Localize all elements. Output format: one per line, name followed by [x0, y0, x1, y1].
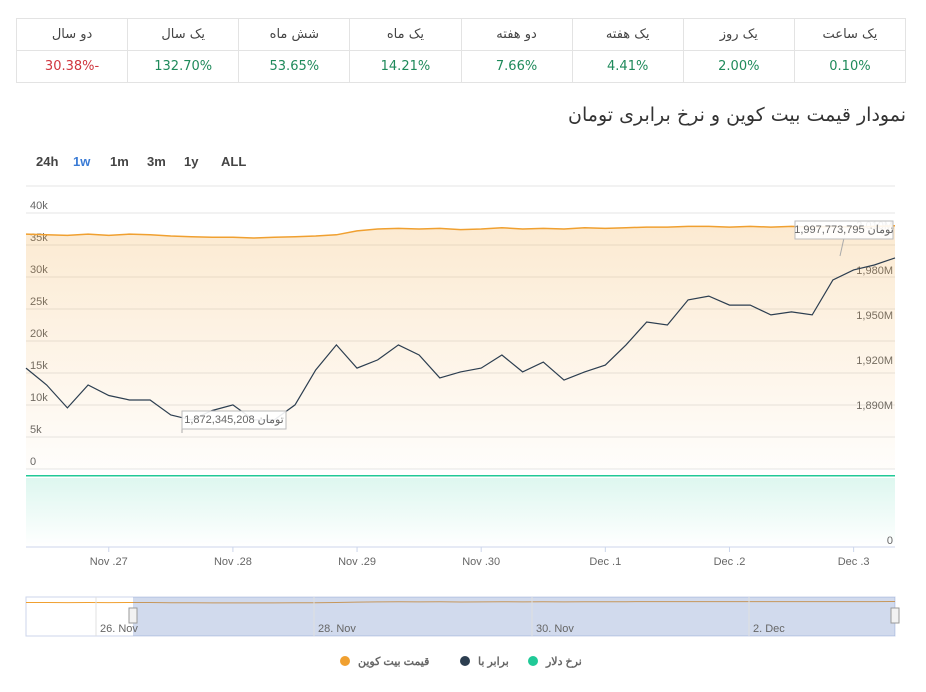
range-button[interactable]: 1m [110, 154, 129, 169]
legend-marker [340, 656, 350, 666]
change-table: یک ساعت یک روز یک هفته دو هفته یک ماه شش ماه ی… [15, 18, 907, 83]
navigator-line [26, 601, 896, 604]
navigator-label: 2. Dec [753, 623, 785, 635]
x-tick-label: Dec .3 [838, 556, 870, 568]
annotation-box [181, 410, 287, 430]
navigator-handle[interactable] [128, 607, 138, 624]
series-line [25, 225, 896, 239]
navigator-handle[interactable] [890, 607, 900, 624]
navigator-label: 30. Nov [536, 623, 574, 635]
header-row: یک ساعت یک روز یک هفته دو هفته یک ماه شش ماه ی… [15, 18, 907, 51]
annotation-box [794, 220, 894, 240]
range-button[interactable]: 1w [73, 154, 91, 169]
chart-title: نمودار قیمت بیت کوین و نرخ برابری تومان [568, 104, 906, 126]
x-tick-label: Dec .2 [714, 556, 746, 568]
legend-label[interactable]: نرخ دلار [545, 656, 582, 668]
period-header: یک ماه [349, 18, 462, 51]
value-row: 0.10% 2.00% 4.41% 7.66% 14.21% 53.65% 132.70% -… [15, 50, 907, 83]
series-line [25, 257, 896, 421]
change-value: 132.70% [127, 50, 240, 83]
y3-tick-label: 0 [887, 535, 893, 547]
x-tick-label: Nov .27 [90, 556, 128, 568]
x-tick-label: Dec .1 [589, 556, 621, 568]
annotation-connector [839, 237, 845, 257]
range-buttons: 24h 1w 1m 3m 1y ALL [36, 154, 258, 169]
change-value: 53.65% [238, 50, 351, 83]
navigator-selection [133, 597, 895, 636]
change-value: 4.41% [571, 50, 684, 83]
change-value: 7.66% [460, 50, 573, 83]
dollar-panel [26, 478, 895, 547]
period-header: یک ساعت [793, 18, 907, 51]
change-value: 2.00% [682, 50, 795, 83]
legend-label[interactable]: قیمت بیت کوین [358, 656, 429, 668]
period-header: یک هفته [571, 18, 684, 51]
period-header: یک سال [127, 18, 240, 51]
x-tick-label: Nov .28 [214, 556, 252, 568]
range-button[interactable]: ALL [221, 154, 247, 169]
annotation-label: 1,872,345,208 تومان [184, 414, 283, 426]
change-value: 14.21% [349, 50, 462, 83]
change-value: 0.10% [793, 50, 907, 83]
legend-marker [528, 656, 538, 666]
range-button[interactable]: 24h [36, 154, 59, 169]
period-header: شش ماه [238, 18, 351, 51]
range-button[interactable]: 3m [147, 154, 166, 169]
range-button[interactable]: 1y [184, 154, 199, 169]
navigator-label: 28. Nov [318, 623, 356, 635]
navigator: 26. Nov 28. Nov 30. Nov 2. Dec [25, 596, 900, 637]
period-header: دو هفته [460, 18, 573, 51]
annotation-label: 1,997,773,795 تومان [794, 224, 893, 236]
period-header: دو سال [15, 18, 129, 51]
legend-label[interactable]: برابر با [478, 656, 509, 668]
price-area [26, 225, 895, 469]
y-tick-label: 40k [30, 200, 48, 212]
change-value: -30.38% [15, 50, 129, 83]
legend-marker [460, 656, 470, 666]
x-tick-label: Nov .30 [462, 556, 500, 568]
x-tick-label: Nov .29 [338, 556, 376, 568]
period-header: یک روز [682, 18, 795, 51]
navigator-label: 26. Nov [100, 623, 138, 635]
